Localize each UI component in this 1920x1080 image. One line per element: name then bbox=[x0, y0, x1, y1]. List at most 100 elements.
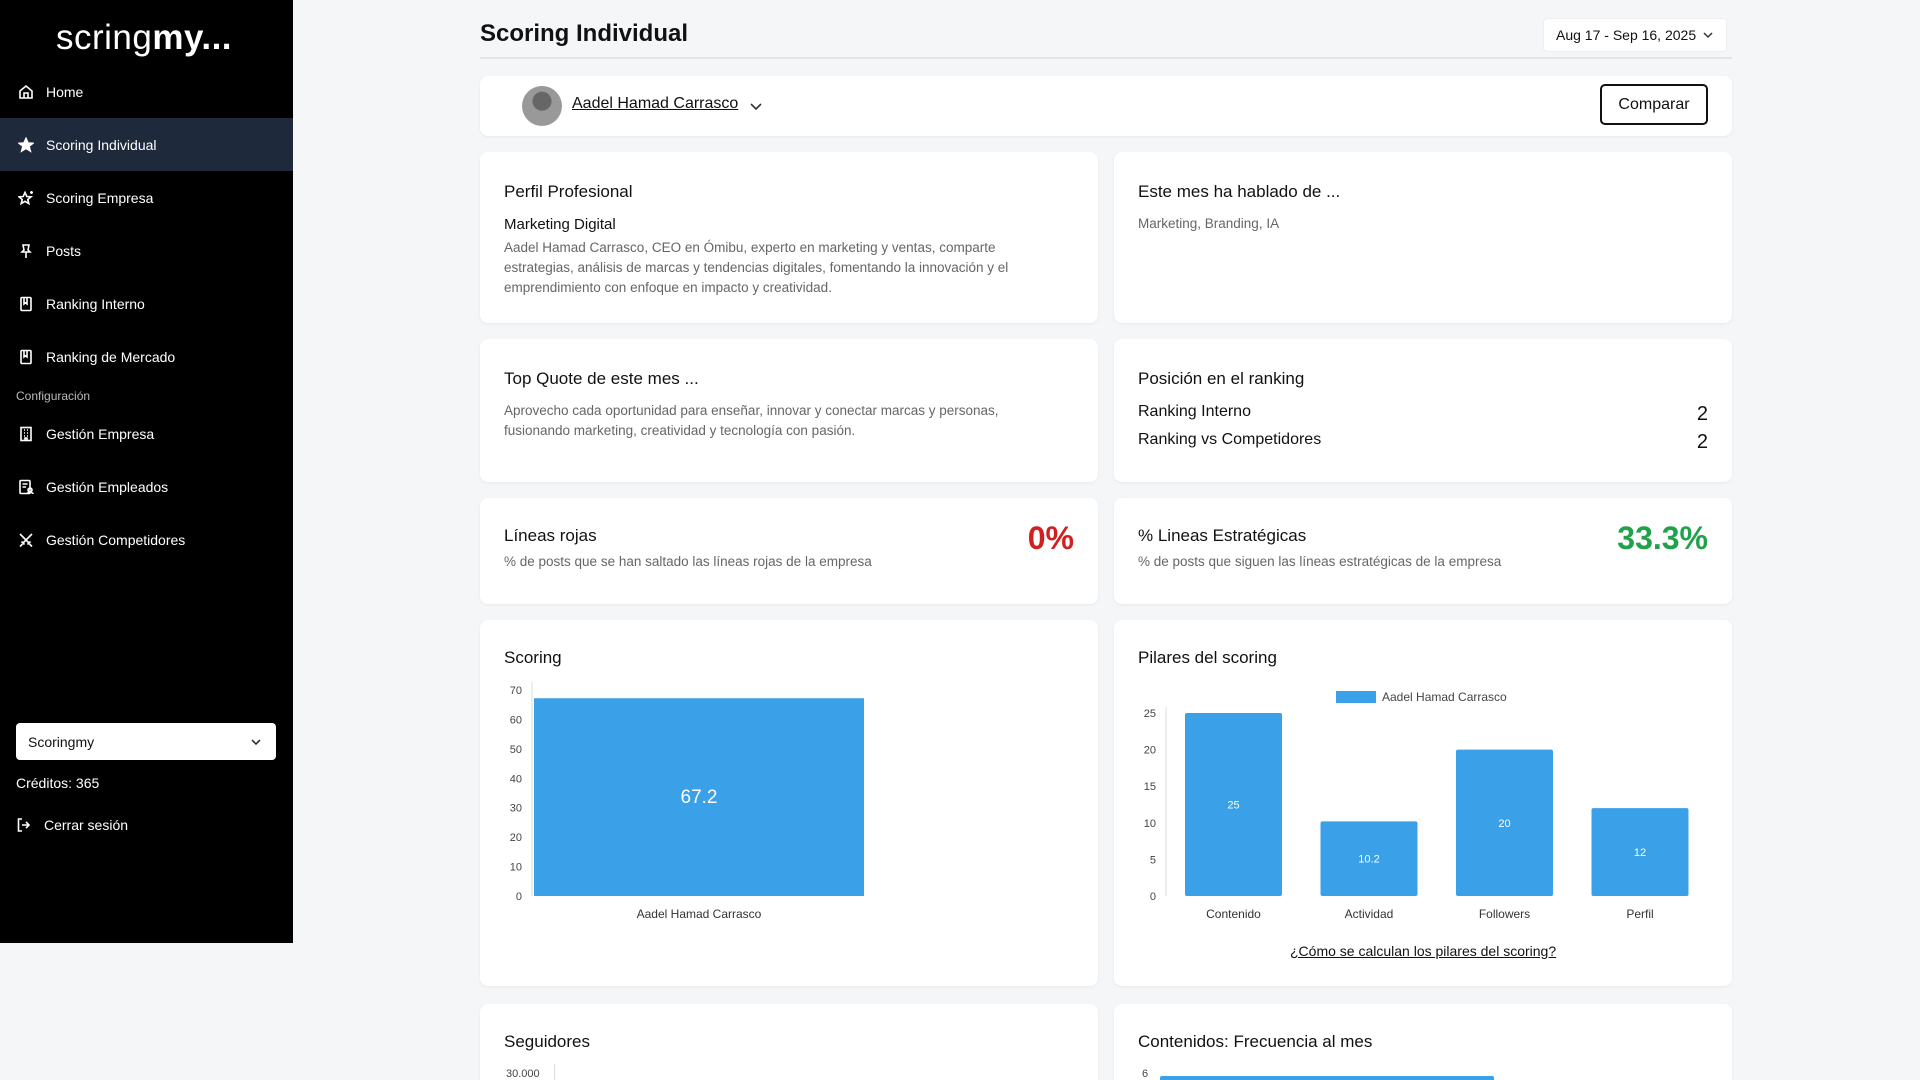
sidebar-item-posts[interactable]: Posts bbox=[0, 224, 293, 277]
y-tick-label: 10 bbox=[510, 862, 522, 874]
frequency-axis-tick: 6 bbox=[1142, 1068, 1149, 1080]
y-tick-label: 40 bbox=[510, 773, 522, 785]
sidebar-item-gestion-competidores[interactable]: Gestión Competidores bbox=[0, 513, 293, 566]
frequency-bar bbox=[1160, 1076, 1494, 1080]
company-select[interactable]: Scoringmy bbox=[16, 723, 276, 760]
user-name-dropdown[interactable]: Aadel Hamad Carrasco bbox=[572, 95, 739, 112]
x-tick-label: Followers bbox=[1479, 907, 1530, 921]
ranking-label: Ranking vs Competidores bbox=[1138, 431, 1322, 448]
page-title: Scoring Individual bbox=[480, 20, 689, 47]
sidebar-item-label: Gestión Empresa bbox=[46, 425, 155, 442]
y-tick-label: 5 bbox=[1150, 854, 1156, 866]
frequency-card: Contenidos: Frecuencia al mes 6 bbox=[1114, 1004, 1732, 1080]
strategic-lines-card: % Lineas Estratégicas % de posts que sig… bbox=[1114, 498, 1732, 604]
followers-axis-tick: 30.000 bbox=[506, 1068, 540, 1080]
followers-card: Seguidores 30.000 bbox=[480, 1004, 1098, 1080]
quote-text: Aprovecho cada oportunidad para enseñar,… bbox=[504, 403, 999, 438]
bookmark-icon bbox=[18, 296, 34, 312]
y-tick-label: 20 bbox=[510, 832, 522, 844]
legend-label: Aadel Hamad Carrasco bbox=[1382, 690, 1507, 704]
swords-icon bbox=[18, 532, 34, 548]
sidebar-item-label: Scoring Empresa bbox=[46, 189, 154, 206]
bar bbox=[1591, 808, 1689, 896]
company-select-value: Scoringmy bbox=[28, 733, 95, 750]
strategic-lines-sub: % de posts que siguen las líneas estraté… bbox=[1138, 554, 1502, 569]
ranking-title: Posición en el ranking bbox=[1138, 369, 1305, 388]
sidebar-item-scoring-empresa[interactable]: Scoring Empresa bbox=[0, 171, 293, 224]
scoring-chart-title: Scoring bbox=[504, 648, 562, 667]
data-label: 25 bbox=[1227, 800, 1239, 812]
data-label: 67.2 bbox=[681, 787, 718, 808]
data-label: 10.2 bbox=[1358, 854, 1379, 866]
sidebar-item-home[interactable]: Home bbox=[0, 65, 293, 118]
followers-title: Seguidores bbox=[504, 1032, 591, 1051]
y-tick-label: 0 bbox=[1150, 891, 1156, 903]
ranking-label: Ranking Interno bbox=[1138, 403, 1251, 420]
y-tick-label: 70 bbox=[510, 685, 522, 697]
compare-button[interactable]: Comparar bbox=[1600, 84, 1708, 125]
red-lines-card: Líneas rojas % de posts que se han salta… bbox=[480, 498, 1098, 604]
profile-card: Perfil Profesional Marketing Digital Aad… bbox=[480, 152, 1098, 323]
sidebar-item-ranking-interno[interactable]: Ranking Interno bbox=[0, 277, 293, 330]
sidebar-nav: Home Scoring Individual Scoring Empresa … bbox=[0, 65, 293, 566]
y-tick-label: 15 bbox=[1144, 781, 1156, 793]
pillars-info-link[interactable]: ¿Cómo se calculan los pilares del scorin… bbox=[1290, 943, 1557, 959]
ranking-value: 2 bbox=[1696, 403, 1708, 425]
ranking-row-competidores: Ranking vs Competidores 2 bbox=[1138, 431, 1708, 454]
y-tick-label: 30 bbox=[510, 803, 522, 815]
y-tick-label: 0 bbox=[516, 891, 522, 903]
topics-card: Este mes ha hablado de ... Marketing, Br… bbox=[1114, 152, 1732, 323]
chevron-down-icon bbox=[1703, 32, 1713, 39]
bookmark-icon bbox=[18, 349, 34, 365]
user-selector-bar: Aadel Hamad Carrasco Comparar bbox=[480, 76, 1732, 136]
sidebar-item-gestion-empresa[interactable]: Gestión Empresa bbox=[0, 407, 293, 460]
x-tick-label: Aadel Hamad Carrasco bbox=[637, 907, 762, 921]
y-tick-label: 50 bbox=[510, 744, 522, 756]
sidebar-item-label: Posts bbox=[46, 242, 82, 259]
home-icon bbox=[18, 84, 34, 100]
followers-axis-line bbox=[554, 1064, 555, 1080]
sidebar-item-label: Gestión Competidores bbox=[46, 531, 186, 548]
logout-label: Cerrar sesión bbox=[44, 817, 129, 833]
app-logo[interactable]: scringmy... bbox=[56, 18, 233, 57]
frequency-title: Contenidos: Frecuencia al mes bbox=[1138, 1032, 1373, 1051]
ranking-value: 2 bbox=[1696, 431, 1708, 453]
sidebar-item-label: Gestión Empleados bbox=[46, 478, 169, 495]
bar bbox=[1320, 821, 1418, 896]
sidebar-item-ranking-mercado[interactable]: Ranking de Mercado bbox=[0, 330, 293, 383]
bar bbox=[1456, 749, 1553, 896]
bar bbox=[534, 698, 864, 896]
pillars-chart-card: Pilares del scoring 0 5 10 15 20 25 Aadel Hama… bbox=[1114, 620, 1732, 986]
topics-text: Marketing, Branding, IA bbox=[1138, 216, 1280, 231]
star-filled-icon bbox=[18, 136, 34, 153]
date-range-picker[interactable]: Aug 17 - Sep 16, 2025 bbox=[1543, 18, 1728, 52]
sidebar-item-label: Home bbox=[46, 83, 84, 100]
y-tick-label: 25 bbox=[1144, 708, 1156, 720]
strategic-lines-value: 33.3% bbox=[1617, 520, 1708, 556]
profile-title: Perfil Profesional bbox=[504, 182, 633, 201]
red-lines-sub: % de posts que se han saltado las líneas… bbox=[504, 554, 872, 569]
logout-icon bbox=[17, 818, 31, 832]
sidebar-item-scoring-individual[interactable]: Scoring Individual bbox=[0, 118, 293, 171]
logout-button[interactable]: Cerrar sesión bbox=[16, 817, 128, 833]
sidebar-item-gestion-empleados[interactable]: Gestión Empleados bbox=[0, 460, 293, 513]
x-tick-label: Actividad bbox=[1345, 907, 1394, 921]
building-icon bbox=[18, 426, 34, 442]
x-tick-label: Perfil bbox=[1626, 907, 1653, 921]
legend-swatch bbox=[1336, 691, 1376, 703]
ranking-row-interno: Ranking Interno 2 bbox=[1138, 403, 1708, 426]
sidebar-item-label: Ranking Interno bbox=[46, 295, 145, 312]
quote-card: Top Quote de este mes ... Aprovecho cada… bbox=[480, 339, 1098, 482]
ranking-card: Posición en el ranking Ranking Interno 2… bbox=[1114, 339, 1732, 482]
y-tick-label: 10 bbox=[1144, 818, 1156, 830]
chevron-down-icon[interactable] bbox=[748, 98, 764, 114]
pin-icon bbox=[18, 243, 34, 259]
bar bbox=[1185, 713, 1282, 896]
data-label: 20 bbox=[1498, 818, 1510, 830]
profile-description: Aadel Hamad Carrasco, CEO en Ómibu, expe… bbox=[504, 240, 1009, 295]
scoring-chart-card: Scoring 0 10 20 30 40 50 60 70 67.2 Aadel Hamad C… bbox=[480, 620, 1098, 986]
data-label: 12 bbox=[1634, 847, 1646, 859]
star-sparkle-icon bbox=[18, 190, 34, 206]
avatar bbox=[522, 86, 562, 126]
sidebar-item-label: Scoring Individual bbox=[46, 136, 157, 153]
